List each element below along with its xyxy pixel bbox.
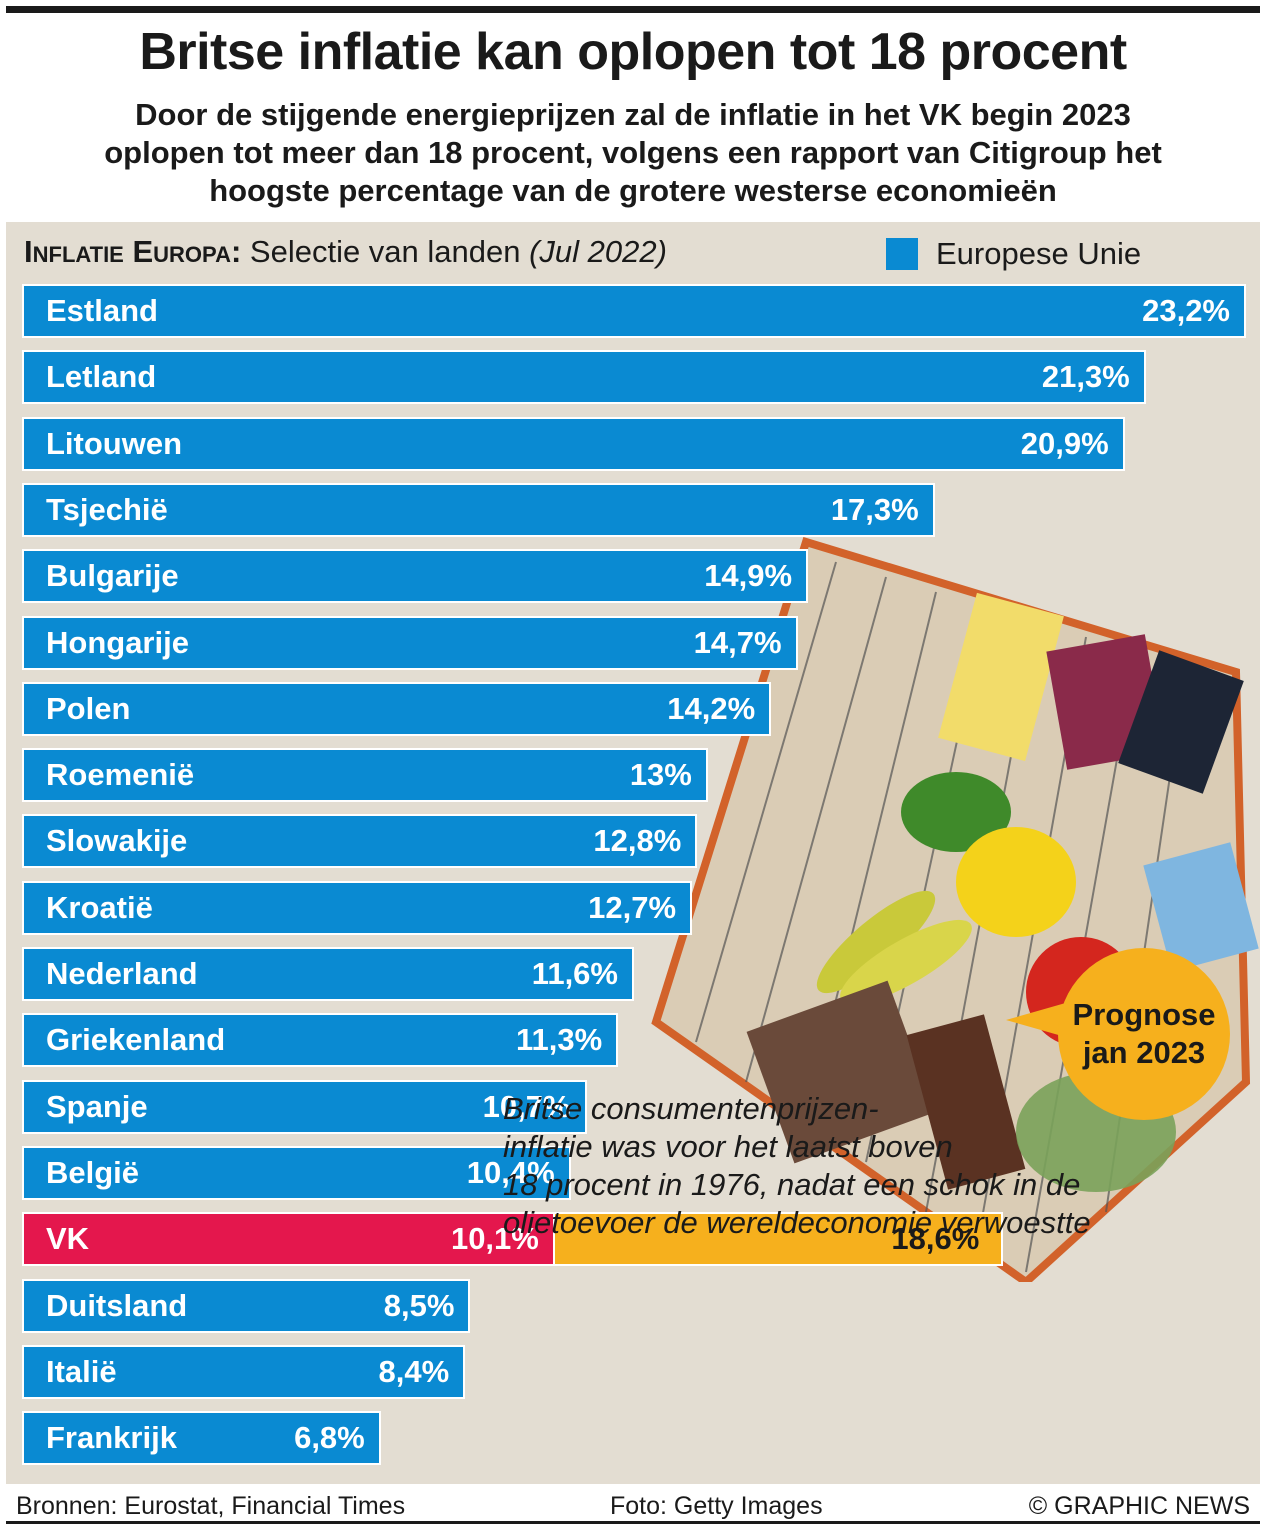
bar-label: Hongarije [46,624,189,660]
forecast-callout: Prognose jan 2023 [1058,948,1230,1120]
bar-value-label: 12,8% [593,823,682,859]
bar-value-label: 13% [629,757,692,793]
bar-frankrijk: Frankrijk 6,8% [22,1411,381,1466]
bar-label: Estland [46,293,158,328]
bar-kroatie: Kroatië 12,7% [22,880,693,935]
bar-italie: Italië 8,4% [22,1344,466,1399]
chart-header-strong: Inflatie Europa: [24,234,242,269]
bar-hongarije: Hongarije 14,7% [22,615,798,670]
legend: Europese Unie [886,236,1141,272]
bar-value-label: 14,9% [704,558,793,594]
footer: Bronnen: Eurostat, Financial Times Foto:… [6,1486,1260,1530]
graphic-credit: © GRAPHIC NEWS [1028,1492,1250,1520]
yellow-pepper [956,827,1076,937]
bar-label: Polen [46,690,131,726]
legend-label: Europese Unie [936,236,1142,271]
bar-label: Griekenland [46,1022,226,1058]
bar-value-label: 23,2% [1142,293,1230,328]
chart-header: Inflatie Europa: Selectie van landen (Ju… [24,234,667,270]
bar-nederland: Nederland 11,6% [22,947,634,1001]
subtitle: Door de stijgende energieprijzen zal de … [104,97,1162,208]
annotation-note: Britse consumentenprijzen- inflatie was … [503,1091,1091,1240]
photo-credit: Foto: Getty Images [610,1492,823,1520]
milk-carton [1143,842,1259,972]
bar-roemenie: Roemenië 13% [22,748,708,803]
bar-label: Spanje [46,1088,148,1124]
bar-label: België [46,1154,140,1190]
bar-value-label: 12,7% [588,889,677,925]
bar-label: Duitsland [46,1287,188,1323]
chart-header-text: Selectie van landen [241,234,530,269]
banana-1 [816,890,936,994]
bar-label: Kroatië [46,889,153,925]
bar-litouwen: Litouwen 20,9% [22,416,1125,471]
bar-value-label: 14,2% [667,690,756,726]
bar-label: Bulgarije [46,558,179,594]
legend-swatch [886,238,918,270]
bar-label: Italië [46,1353,117,1389]
sources: Bronnen: Eurostat, Financial Times [16,1492,406,1520]
bar-label: VK [46,1221,90,1257]
bar-value-label: 8,4% [378,1353,450,1389]
bar-label: Nederland [46,956,198,991]
bar-label: Letland [46,359,157,395]
bar-value-label: 11,3% [515,1022,603,1058]
biscuit-pack [906,1014,1026,1190]
bar-label: Roemenië [46,757,195,793]
bar-spanje: Spanje 10,7% [22,1079,587,1134]
bar-value-label: 17,3% [830,491,919,527]
bar-value-label: 21,3% [1041,359,1130,395]
bar-label: Litouwen [46,425,183,461]
bar-slowakije: Slowakije 12,8% [22,814,698,869]
bar-value-label: 8,5% [383,1287,455,1323]
bar-forecast-vk: 18,6% [554,1212,1004,1267]
top-rule [6,6,1260,13]
bread-bag [746,980,936,1164]
bar-value-label: 11,6% [531,956,618,991]
bar-value-label: 10,1% [450,1221,539,1257]
bar-belgie: België 10,4% [22,1145,571,1200]
bar-duitsland: Duitsland 8,5% [22,1278,471,1333]
footer-rule [6,1521,1260,1524]
bar-value-label: 10,4% [466,1154,555,1190]
bar-estland: Estland 23,2% [22,284,1246,338]
bar-value-label: 10,7% [482,1088,571,1124]
bar-value-label: 20,9% [1020,425,1109,461]
bar-value-label: 6,8% [294,1420,365,1456]
bar-value-label: 14,7% [693,624,782,660]
bar-griekenland: Griekenland 11,3% [22,1013,619,1068]
chart-header-date: (Jul 2022) [529,234,667,269]
bar-vk: VK 10,1% [22,1212,555,1267]
banana-2 [840,919,972,1005]
green-pepper [901,772,1011,852]
bar-tsjechie: Tsjechië 17,3% [22,482,935,537]
page-title: Britse inflatie kan oplopen tot 18 proce… [139,23,1127,81]
bar-label: Frankrijk [46,1420,177,1456]
bar-label: Tsjechië [46,491,168,527]
forecast-value-label: 18,6% [891,1221,980,1257]
bar-polen: Polen 14,2% [22,681,772,736]
bar-letland: Letland 21,3% [22,350,1146,405]
cheese-pack [938,592,1064,762]
bean-can [1118,650,1244,794]
bar-label: Slowakije [46,823,188,859]
bar-bulgarije: Bulgarije 14,9% [22,549,809,604]
